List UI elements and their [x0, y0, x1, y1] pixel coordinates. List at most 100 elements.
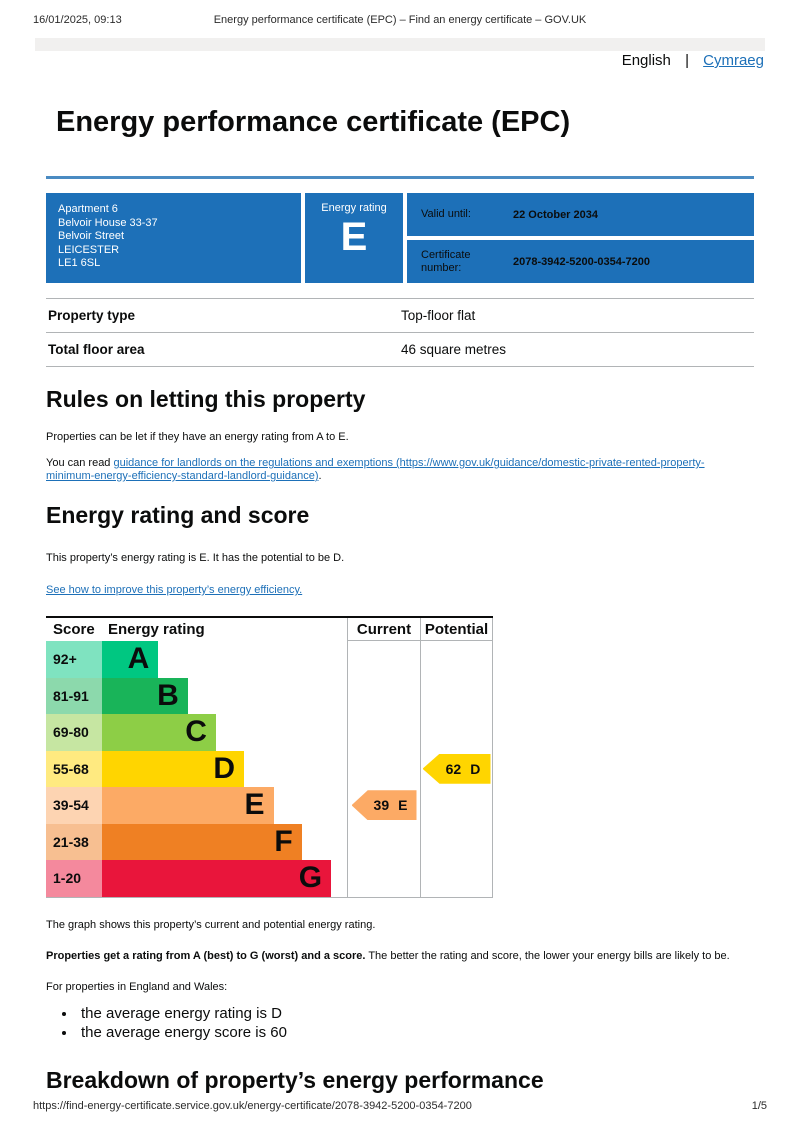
certificate-number-value: 2078-3942-5200-0354-7200 — [513, 255, 651, 268]
landlord-guidance-link[interactable]: guidance for landlords on the regulation… — [46, 457, 705, 482]
language-switcher: English | Cymraeg — [622, 52, 764, 69]
print-header: 16/01/2025, 09:13 Energy performance cer… — [0, 14, 800, 26]
band-score-range: 1-20 — [46, 860, 102, 897]
band-letter: E — [244, 788, 265, 822]
rules-heading: Rules on letting this property — [46, 386, 366, 412]
band-score-range: 55-68 — [46, 750, 102, 787]
certificate-number-label: Certificate number: — [421, 248, 471, 274]
page-title: Energy performance certificate (EPC) — [56, 106, 571, 138]
print-footer-page-number: 1/5 — [751, 1100, 767, 1112]
band-letter: A — [127, 642, 150, 676]
top-grey-bar — [35, 38, 765, 51]
fact-label: Property type — [48, 308, 136, 323]
band-bar-cell: B — [102, 677, 347, 714]
band-bar-c: C — [102, 714, 216, 751]
certificate-meta-panel: Valid until: 22 October 2034 Certificate… — [407, 193, 754, 283]
fact-label: Total floor area — [48, 342, 145, 357]
rules-paragraph-1: Properties can be let if they have an en… — [46, 431, 349, 443]
rules-paragraph-2-prefix: You can read — [46, 457, 114, 469]
energy-rating-value: E — [340, 215, 368, 259]
property-address: Apartment 6 Belvoir House 33-37 Belvoir … — [46, 193, 301, 283]
column-header-potential: Potential — [420, 618, 493, 641]
property-facts-table: Property type Top-floor flat Total floor… — [46, 298, 754, 367]
arrow-letter: E — [398, 797, 408, 814]
current-column-cell — [347, 823, 420, 860]
print-footer: https://find-energy-certificate.service.… — [33, 1100, 767, 1112]
table-row: Total floor area 46 square metres — [46, 332, 754, 367]
potential-column-cell — [420, 787, 493, 824]
current-column-cell: 39 E — [347, 787, 420, 824]
improve-efficiency-link[interactable]: See how to improve this property’s energ… — [46, 584, 303, 596]
energy-rating-label: Energy rating — [321, 202, 387, 214]
epc-band-row-b: 81-91 B — [46, 677, 493, 714]
language-current: English — [621, 52, 671, 69]
epc-band-row-c: 69-80 C — [46, 714, 493, 751]
band-bar-e: E — [102, 787, 274, 824]
energy-rating-heading: Energy rating and score — [46, 502, 310, 528]
address-line: LEICESTER — [58, 243, 120, 256]
valid-until-row: Valid until: 22 October 2034 — [407, 193, 754, 236]
print-datetime: 16/01/2025, 09:13 — [33, 14, 122, 26]
language-separator: | — [680, 52, 694, 69]
column-header-energy-rating: Energy rating — [108, 621, 205, 638]
rules-paragraph-2-suffix: . — [318, 470, 322, 482]
band-bar-d: D — [102, 750, 245, 787]
band-bar-cell: C — [102, 714, 347, 751]
certificate-summary-box: Apartment 6 Belvoir House 33-37 Belvoir … — [46, 193, 754, 283]
epc-band-row-e: 39-54 E 39 E — [46, 787, 493, 824]
band-letter: B — [157, 678, 179, 712]
column-header-current: Current — [347, 618, 420, 641]
current-column-cell — [347, 641, 420, 678]
valid-until-value: 22 October 2034 — [513, 208, 598, 221]
band-bar-g: G — [102, 860, 332, 897]
band-bar-a: A — [102, 641, 159, 678]
potential-rating-arrow: 62 D — [422, 753, 491, 784]
address-line: LE1 6SL — [58, 257, 101, 269]
current-column-cell — [347, 677, 420, 714]
band-bar-cell: A — [102, 641, 347, 678]
band-letter: G — [298, 861, 323, 895]
potential-column-cell — [420, 641, 493, 678]
band-bar-cell: F — [102, 823, 347, 860]
band-score-range: 81-91 — [46, 677, 102, 714]
epc-rating-chart: Score Energy rating Current Potential 92… — [46, 616, 493, 898]
band-letter: C — [185, 715, 207, 749]
certificate-number-row: Certificate number: 2078-3942-5200-0354-… — [407, 240, 754, 283]
fact-value: 46 square metres — [401, 342, 507, 357]
potential-column-cell — [420, 860, 493, 897]
potential-column-cell: 62 D — [420, 750, 493, 787]
improve-paragraph: See how to improve this property’s energ… — [46, 584, 751, 597]
arrow-score: 62 — [445, 760, 462, 777]
rating-explainer-paragraph: Properties get a rating from A (best) to… — [46, 950, 751, 963]
potential-column-cell — [420, 823, 493, 860]
band-score-range: 92+ — [46, 641, 102, 678]
fact-value: Top-floor flat — [401, 308, 476, 323]
average-rating-list: the average energy rating is D the avera… — [77, 1006, 754, 1040]
energy-rating-panel: Energy rating E — [305, 193, 403, 283]
valid-until-label: Valid until: — [421, 208, 471, 220]
epc-band-row-g: 1-20 G — [46, 860, 493, 897]
print-footer-url: https://find-energy-certificate.service.… — [33, 1100, 472, 1112]
potential-column-cell — [420, 714, 493, 751]
current-rating-arrow: 39 E — [351, 790, 417, 821]
rating-explainer-bold: Properties get a rating from A (best) to… — [46, 949, 366, 962]
band-bar-cell: E — [102, 787, 347, 824]
address-line: Belvoir Street — [58, 230, 125, 242]
language-link-cymraeg[interactable]: Cymraeg — [703, 52, 764, 69]
band-letter: D — [213, 751, 236, 785]
arrow-score: 39 — [373, 797, 390, 814]
epc-band-row-f: 21-38 F — [46, 823, 493, 860]
band-bar-cell: D — [102, 750, 347, 787]
arrow-letter: D — [470, 760, 481, 777]
band-letter: F — [274, 824, 293, 858]
epc-band-row-a: 92+ A — [46, 641, 493, 678]
current-column-cell — [347, 860, 420, 897]
current-column-cell — [347, 750, 420, 787]
potential-column-cell — [420, 677, 493, 714]
rating-explainer-rest: The better the rating and score, the low… — [365, 949, 730, 962]
epc-chart-header: Score Energy rating Current Potential — [46, 618, 493, 641]
band-score-range: 21-38 — [46, 823, 102, 860]
list-item: the average energy score is 60 — [77, 1025, 754, 1040]
address-line: Apartment 6 — [58, 203, 118, 215]
